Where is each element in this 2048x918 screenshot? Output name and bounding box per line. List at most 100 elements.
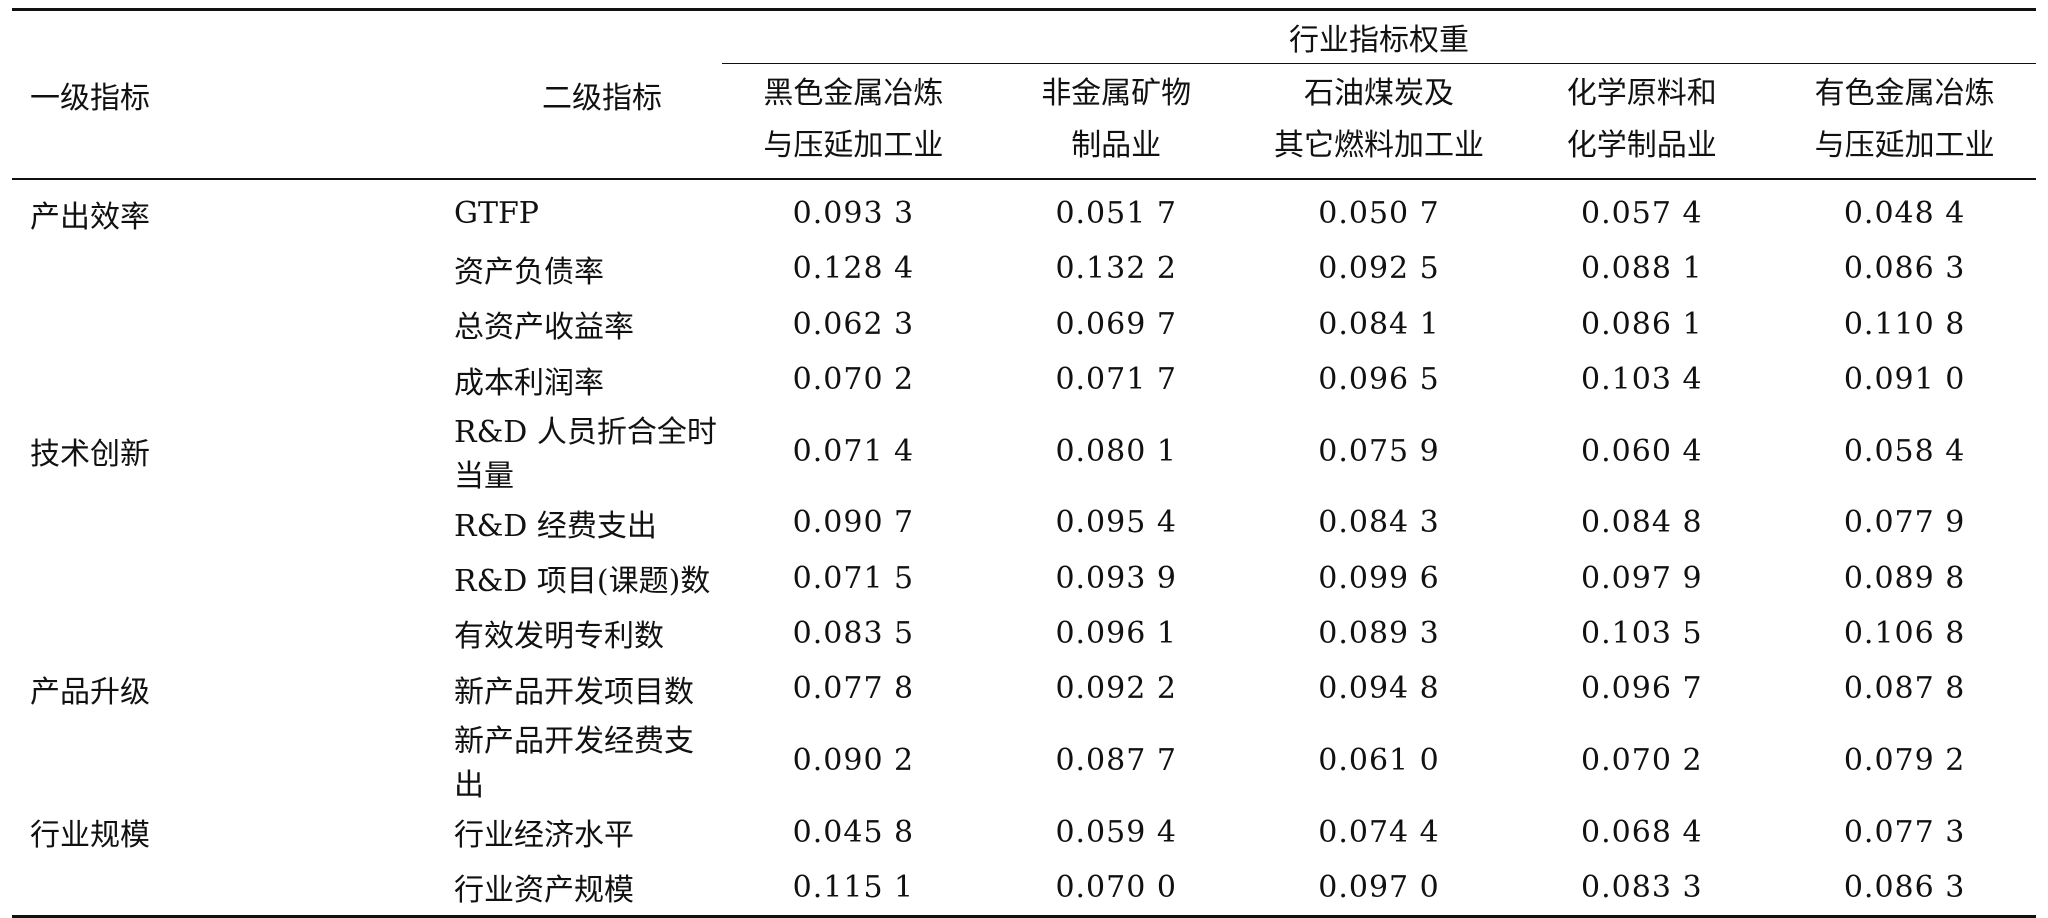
- weight-value-cell: 0.050 7: [1318, 196, 1440, 232]
- table-header: 一级指标 二级指标 行业指标权重 黑色金属冶炼 与压延加工业 非金属矿物 制品业 石…: [12, 9, 2037, 180]
- weight-value-cell: 0.071 7: [1055, 362, 1177, 398]
- level1-cell: 技术创新: [30, 437, 150, 473]
- header-row-2: 黑色金属冶炼 与压延加工业 非金属矿物 制品业 石油煤炭及 其它燃料加工业 化学原料和…: [12, 64, 2036, 180]
- table-row: 有效发明专利数 0.083 5 0.096 1 0.089 3 0.103 5 0.106…: [12, 606, 2036, 661]
- industry-header-4: 化学原料和 化学制品业: [1566, 76, 1717, 163]
- weight-value-cell: 0.096 7: [1581, 671, 1703, 707]
- weight-value-cell: 0.090 7: [792, 505, 915, 541]
- weight-value-cell: 0.058 4: [1843, 433, 1966, 469]
- level1-cell: [12, 716, 222, 804]
- level1-cell: [12, 495, 222, 550]
- weight-value-cell: 0.106 8: [1843, 615, 1966, 651]
- level2-cell: 资产负债率: [454, 254, 604, 290]
- level2-cell: 行业经济水平: [454, 818, 634, 854]
- weight-value-cell: 0.097 9: [1581, 560, 1703, 596]
- weight-value-cell: 0.061 0: [1318, 742, 1440, 778]
- weight-value-cell: 0.089 8: [1843, 560, 1966, 596]
- col-level2-header: 二级指标: [542, 80, 662, 116]
- weight-value-cell: 0.093 3: [792, 196, 915, 232]
- level2-cell: 新产品开发经费支出: [454, 724, 694, 804]
- level1-cell: 行业规模: [30, 818, 150, 854]
- weight-value-cell: 0.059 4: [1055, 814, 1177, 850]
- weight-value-cell: 0.092 2: [1055, 671, 1177, 707]
- level2-cell: 新产品开发项目数: [454, 674, 694, 710]
- weight-value-cell: 0.070 2: [792, 362, 915, 398]
- level2-cell: R&D 人员折合全时当量: [454, 415, 717, 495]
- weight-value-cell: 0.060 4: [1581, 433, 1703, 469]
- table-row: 成本利润率 0.070 2 0.071 7 0.096 5 0.103 4 0.091 0: [12, 352, 2036, 407]
- level2-cell: GTFP: [454, 196, 539, 232]
- weight-value-cell: 0.086 3: [1843, 251, 1966, 287]
- level1-cell: [12, 550, 222, 605]
- weight-value-cell: 0.103 4: [1581, 362, 1703, 398]
- level1-cell: [12, 241, 222, 296]
- industry-header-5: 有色金属冶炼 与压延加工业: [1814, 76, 1995, 163]
- weight-value-cell: 0.086 3: [1843, 869, 1966, 905]
- table-row: 行业规模 行业经济水平 0.045 8 0.059 4 0.074 4 0.068 4 0.…: [12, 804, 2036, 859]
- weight-value-cell: 0.089 3: [1318, 615, 1440, 651]
- table-row: 技术创新 R&D 人员折合全时当量 0.071 4 0.080 1 0.075 9 0.0…: [12, 407, 2036, 495]
- weight-value-cell: 0.096 5: [1318, 362, 1440, 398]
- weight-value-cell: 0.075 9: [1318, 433, 1440, 469]
- weight-value-cell: 0.083 5: [792, 615, 915, 651]
- industry-header-3: 石油煤炭及 其它燃料加工业: [1273, 76, 1484, 163]
- weight-value-cell: 0.077 8: [792, 671, 915, 707]
- weight-value-cell: 0.070 0: [1055, 869, 1177, 905]
- weight-value-cell: 0.070 2: [1581, 742, 1703, 778]
- weight-value-cell: 0.068 4: [1581, 814, 1703, 850]
- col-level1-header: 一级指标: [30, 80, 150, 116]
- weight-value-cell: 0.057 4: [1581, 196, 1703, 232]
- weight-value-cell: 0.086 1: [1581, 306, 1703, 342]
- weight-value-cell: 0.092 5: [1318, 251, 1440, 287]
- level1-cell: [12, 860, 222, 917]
- header-row-1: 一级指标 二级指标 行业指标权重: [12, 9, 2037, 116]
- level2-cell: 行业资产规模: [454, 873, 634, 909]
- weight-value-cell: 0.093 9: [1055, 560, 1177, 596]
- weight-value-cell: 0.071 4: [792, 433, 915, 469]
- level1-cell: 产品升级: [30, 674, 150, 710]
- industry-header-2: 非金属矿物 制品业: [1041, 76, 1192, 163]
- level2-cell: 有效发明专利数: [454, 619, 664, 655]
- group-title-header: 行业指标权重: [722, 9, 2037, 64]
- weight-value-cell: 0.087 7: [1055, 742, 1177, 778]
- weight-value-cell: 0.051 7: [1055, 196, 1177, 232]
- weight-value-cell: 0.088 1: [1581, 251, 1703, 287]
- level2-cell: R&D 项目(课题)数: [454, 564, 711, 600]
- weight-value-cell: 0.084 1: [1318, 306, 1440, 342]
- weight-value-cell: 0.110 8: [1843, 306, 1966, 342]
- weight-value-cell: 0.079 2: [1843, 742, 1966, 778]
- table-row: 新产品开发经费支出 0.090 2 0.087 7 0.061 0 0.070 2 0.0…: [12, 716, 2036, 804]
- level1-cell: [12, 352, 222, 407]
- weight-value-cell: 0.087 8: [1843, 671, 1966, 707]
- weight-value-cell: 0.132 2: [1055, 251, 1177, 287]
- weight-value-cell: 0.090 2: [792, 742, 915, 778]
- weight-value-cell: 0.083 3: [1581, 869, 1703, 905]
- table-row: R&D 项目(课题)数 0.071 5 0.093 9 0.099 6 0.097 9 0…: [12, 550, 2036, 605]
- weight-value-cell: 0.094 8: [1318, 671, 1440, 707]
- weight-value-cell: 0.091 0: [1843, 362, 1966, 398]
- weight-value-cell: 0.128 4: [792, 251, 915, 287]
- table-body: 产出效率 GTFP 0.093 3 0.051 7 0.050 7 0.057 4 0.04…: [12, 179, 2037, 917]
- level1-cell: [12, 606, 222, 661]
- weight-value-cell: 0.062 3: [792, 306, 915, 342]
- weight-value-cell: 0.115 1: [792, 869, 915, 905]
- weight-value-cell: 0.077 9: [1843, 505, 1966, 541]
- weight-value-cell: 0.096 1: [1055, 615, 1177, 651]
- table-row: 产品升级 新产品开发项目数 0.077 8 0.092 2 0.094 8 0.096 7…: [12, 661, 2036, 716]
- industry-header-1: 黑色金属冶炼 与压延加工业: [763, 76, 944, 163]
- table-row: 行业资产规模 0.115 1 0.070 0 0.097 0 0.083 3 0.086 …: [12, 860, 2037, 917]
- level1-cell: [12, 297, 222, 352]
- level2-cell: 总资产收益率: [454, 310, 634, 346]
- weight-value-cell: 0.103 5: [1581, 615, 1703, 651]
- weight-value-cell: 0.080 1: [1055, 433, 1177, 469]
- table-row: 产出效率 GTFP 0.093 3 0.051 7 0.050 7 0.057 4 0.04…: [12, 179, 2036, 241]
- weight-value-cell: 0.095 4: [1055, 505, 1177, 541]
- level2-cell: R&D 经费支出: [454, 508, 657, 544]
- weight-value-cell: 0.071 5: [792, 560, 915, 596]
- weight-value-cell: 0.048 4: [1843, 196, 1966, 232]
- weight-value-cell: 0.045 8: [792, 814, 915, 850]
- weight-value-cell: 0.074 4: [1318, 814, 1440, 850]
- table-row: 资产负债率 0.128 4 0.132 2 0.092 5 0.088 1 0.086 3: [12, 241, 2036, 296]
- level1-cell: 产出效率: [30, 199, 150, 235]
- indicator-weight-table: 一级指标 二级指标 行业指标权重 黑色金属冶炼 与压延加工业 非金属矿物 制品业 石…: [12, 8, 2037, 918]
